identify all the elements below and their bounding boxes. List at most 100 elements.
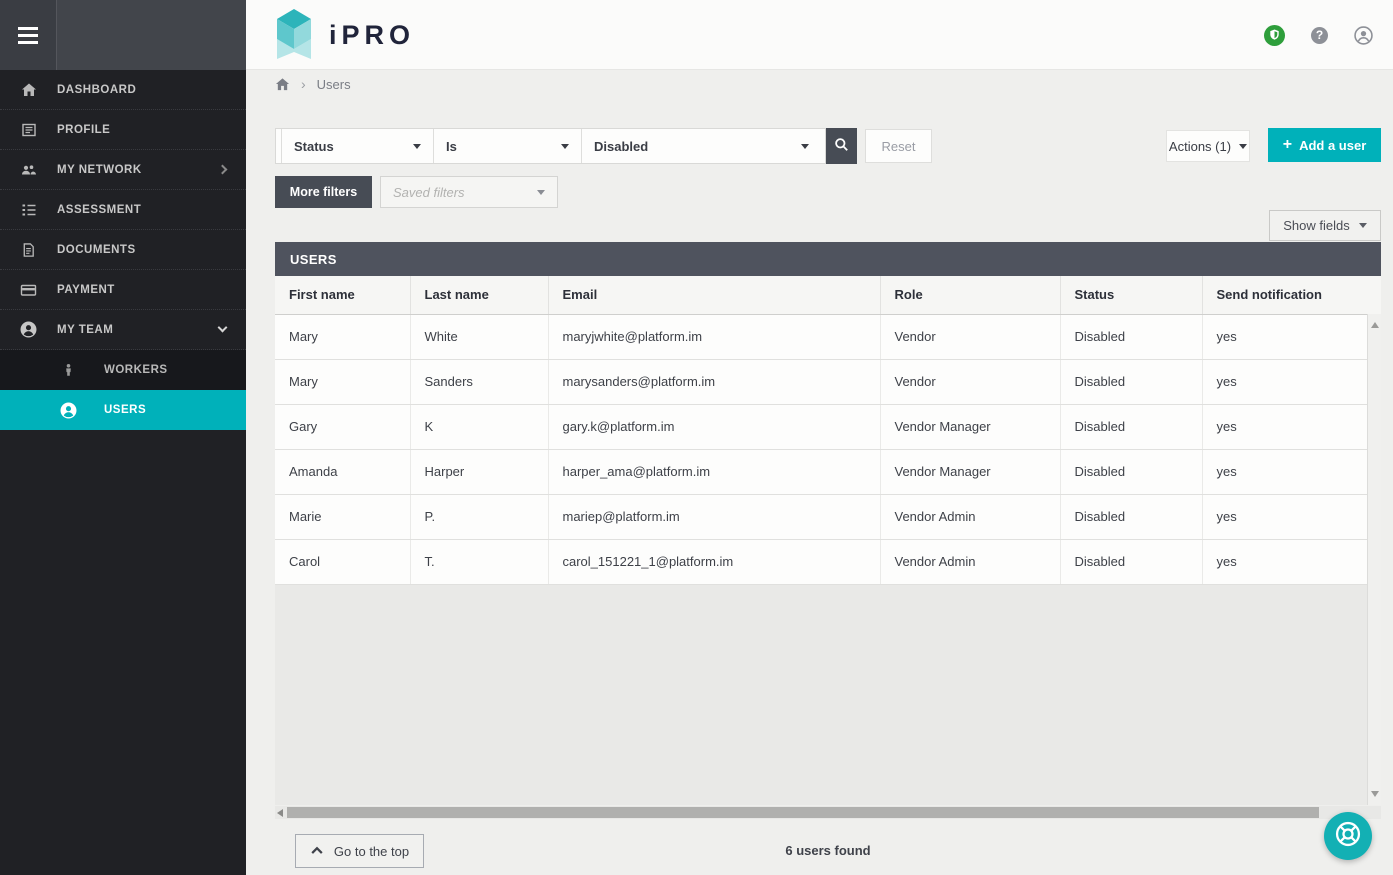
table-row[interactable]: Mary Sanders marysanders@platform.im Ven… xyxy=(275,359,1381,405)
column-header-first-name[interactable]: First name xyxy=(275,276,411,315)
support-widget-button[interactable] xyxy=(1324,812,1372,860)
sidebar-subitem-label: WORKERS xyxy=(104,364,168,376)
cell-last-name: P. xyxy=(410,494,549,540)
column-header-last-name[interactable]: Last name xyxy=(410,276,549,315)
scroll-left-arrow-icon[interactable] xyxy=(277,809,283,817)
filter-selects: Status Is Disabled xyxy=(275,128,826,164)
user-circle-icon xyxy=(0,321,57,338)
table-title: USERS xyxy=(275,242,1381,276)
column-header-status[interactable]: Status xyxy=(1060,276,1203,315)
cell-send-notification: yes xyxy=(1202,494,1381,540)
chevron-right-icon xyxy=(217,164,228,175)
caret-down-icon xyxy=(561,143,569,149)
table-row[interactable]: Amanda Harper harper_ama@platform.im Ven… xyxy=(275,449,1381,495)
brand-name: iPRO xyxy=(329,19,416,50)
search-button[interactable] xyxy=(826,128,857,164)
caret-down-icon xyxy=(537,189,545,195)
column-header-send-notification[interactable]: Send notification xyxy=(1202,276,1381,315)
cell-role: Vendor Manager xyxy=(880,449,1061,495)
sidebar-item-payment[interactable]: PAYMENT xyxy=(0,270,246,310)
cell-email: harper_ama@platform.im xyxy=(548,449,881,495)
search-icon xyxy=(834,137,849,155)
account-icon[interactable] xyxy=(1354,25,1373,45)
column-header-role[interactable]: Role xyxy=(880,276,1061,315)
users-circle-icon xyxy=(58,402,78,419)
users-table: First name Last name Email Role Status S… xyxy=(275,276,1381,585)
breadcrumb: › Users xyxy=(275,76,351,92)
cell-role: Vendor Manager xyxy=(880,404,1061,450)
sidebar-item-dashboard[interactable]: DASHBOARD xyxy=(0,70,246,110)
table-row[interactable]: Marie P. mariep@platform.im Vendor Admin… xyxy=(275,494,1381,540)
cell-status: Disabled xyxy=(1060,404,1203,450)
credit-card-icon xyxy=(0,282,57,298)
sidebar-item-assessment[interactable]: ASSESSMENT xyxy=(0,190,246,230)
sidebar-item-my-network[interactable]: MY NETWORK xyxy=(0,150,246,190)
cell-role: Vendor Admin xyxy=(880,539,1061,585)
cell-send-notification: yes xyxy=(1202,404,1381,450)
cell-last-name: T. xyxy=(410,539,549,585)
breadcrumb-home-icon[interactable] xyxy=(275,77,290,92)
table-row[interactable]: Carol T. carol_151221_1@platform.im Vend… xyxy=(275,539,1381,585)
filter-field-select[interactable]: Status xyxy=(281,129,433,163)
table-row[interactable]: Mary White maryjwhite@platform.im Vendor… xyxy=(275,314,1381,360)
cell-email: mariep@platform.im xyxy=(548,494,881,540)
cell-last-name: White xyxy=(410,314,549,360)
column-header-email[interactable]: Email xyxy=(548,276,881,315)
go-to-top-button[interactable]: Go to the top xyxy=(295,834,424,868)
actions-dropdown-button[interactable]: Actions (1) xyxy=(1166,130,1250,162)
document-icon xyxy=(0,242,57,258)
help-icon[interactable]: ? xyxy=(1311,26,1328,44)
saved-filters-placeholder: Saved filters xyxy=(393,184,465,200)
add-user-button[interactable]: + Add a user xyxy=(1268,128,1381,162)
cell-email: gary.k@platform.im xyxy=(548,404,881,450)
filter-bar: Status Is Disabled Reset xyxy=(275,128,932,164)
saved-filters-select[interactable]: Saved filters xyxy=(380,176,558,208)
filter-value-select[interactable]: Disabled xyxy=(581,129,821,163)
cell-role: Vendor xyxy=(880,314,1061,360)
sidebar-item-label: DOCUMENTS xyxy=(57,243,136,256)
sidebar-item-label: PROFILE xyxy=(57,123,111,136)
assessment-list-icon xyxy=(0,202,57,218)
sidebar-item-profile[interactable]: PROFILE xyxy=(0,110,246,150)
sidebar-item-documents[interactable]: DOCUMENTS xyxy=(0,230,246,270)
horizontal-scrollbar[interactable] xyxy=(275,806,1381,819)
caret-down-icon xyxy=(1358,223,1367,228)
horizontal-scrollbar-thumb[interactable] xyxy=(287,807,1319,818)
scroll-up-arrow-icon[interactable] xyxy=(1371,322,1379,328)
hamburger-menu-button[interactable] xyxy=(0,0,57,70)
cell-email: marysanders@platform.im xyxy=(548,359,881,405)
brand-logo-icon xyxy=(277,9,311,59)
cell-first-name: Gary xyxy=(275,404,411,450)
cell-last-name: K xyxy=(410,404,549,450)
cell-status: Disabled xyxy=(1060,314,1203,360)
cell-send-notification: yes xyxy=(1202,449,1381,495)
cell-status: Disabled xyxy=(1060,539,1203,585)
cell-role: Vendor Admin xyxy=(880,494,1061,540)
more-filters-button[interactable]: More filters xyxy=(275,176,372,208)
show-fields-button[interactable]: Show fields xyxy=(1269,210,1381,241)
caret-down-icon xyxy=(1239,143,1248,149)
reset-button[interactable]: Reset xyxy=(865,129,932,163)
vertical-scrollbar[interactable] xyxy=(1367,314,1381,805)
sidebar-item-my-team[interactable]: MY TEAM xyxy=(0,310,246,350)
sidebar-subitem-label: USERS xyxy=(104,404,147,416)
sidebar-subitem-workers[interactable]: WORKERS xyxy=(0,350,246,390)
hamburger-icon xyxy=(18,26,38,30)
topbar: iPRO ? xyxy=(246,0,1393,70)
cell-status: Disabled xyxy=(1060,449,1203,495)
brand-logo[interactable]: iPRO xyxy=(275,9,415,61)
sidebar-subitem-users[interactable]: USERS xyxy=(0,390,246,430)
table-header-row: First name Last name Email Role Status S… xyxy=(275,276,1381,315)
table-row[interactable]: Gary K gary.k@platform.im Vendor Manager… xyxy=(275,404,1381,450)
cell-status: Disabled xyxy=(1060,494,1203,540)
scroll-down-arrow-icon[interactable] xyxy=(1371,791,1379,797)
sidebar: DASHBOARD PROFILE MY NETWORK ASSESSMENT … xyxy=(0,0,246,875)
filter-operator-select[interactable]: Is xyxy=(433,129,581,163)
caret-down-icon xyxy=(801,143,809,149)
filter-row-secondary: More filters Saved filters xyxy=(275,176,558,208)
sidebar-item-label: MY NETWORK xyxy=(57,163,142,176)
home-icon xyxy=(0,82,57,98)
sidebar-item-label: PAYMENT xyxy=(57,283,115,296)
security-shield-icon[interactable] xyxy=(1264,24,1285,46)
sidebar-item-label: MY TEAM xyxy=(57,323,114,336)
